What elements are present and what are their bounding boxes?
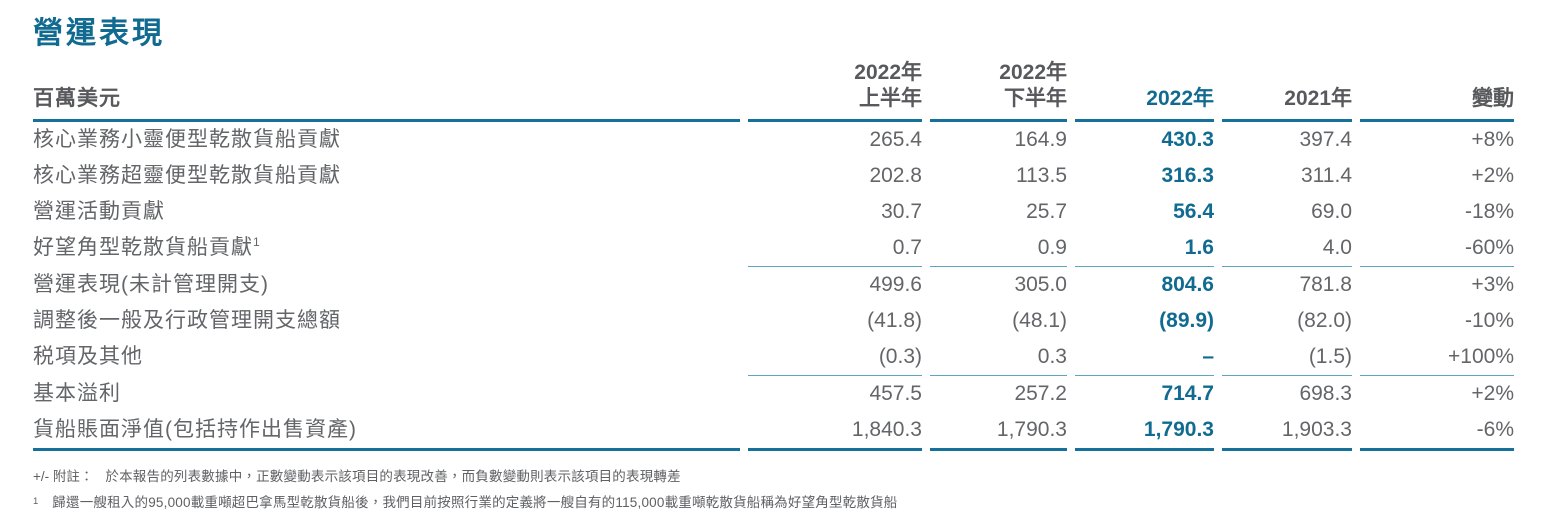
row-label-text: 好望角型乾散貨船貢獻 [33, 236, 253, 259]
cell-change: +100% [1448, 345, 1514, 368]
column-header-2022-h2: 2022年 下半年 [930, 60, 1067, 122]
cell-2021: 311.4 [1301, 164, 1352, 187]
footnote-capesize-definition: 1 歸還一艘租入的95,000載重噸超巴拿馬型乾散貨船後，我們目前按照行業的定義… [33, 490, 1522, 512]
cell-2022: – [1202, 345, 1214, 368]
cell-change: -18% [1464, 200, 1514, 223]
cell-2022: 1.6 [1184, 236, 1214, 259]
footnote-text: 歸還一艘租入的95,000載重噸超巴拿馬型乾散貨船後，我們目前按照行業的定義將一… [52, 495, 898, 510]
cell-2022-h2: 257.2 [930, 375, 1067, 412]
row-label: 基本溢利 [33, 381, 121, 405]
cell-2022-h1: 30.7 [881, 200, 922, 223]
table-row-subtotal: 營運表現(未計管理開支) 499.6 305.0 804.6 781.8 +3% [33, 266, 1514, 303]
column-header-line2: 下半年 [1004, 87, 1067, 110]
footnote-marker: 1 [33, 496, 39, 507]
column-header-2022-h1: 2022年 上半年 [748, 60, 922, 122]
operating-performance-table: 百萬美元 2022年 上半年 2022年 下半年 2022年 2021年 變動 … [25, 60, 1522, 451]
cell-2022-h2: (48.1) [1012, 309, 1067, 332]
cell-2022: 430.3 [1161, 128, 1214, 151]
table-row: 營運活動貢獻 30.7 25.7 56.4 69.0 -18% [33, 194, 1514, 230]
table-row: 核心業務超靈便型乾散貨船貢獻 202.8 113.5 316.3 311.4 +… [33, 158, 1514, 194]
column-header-line1: 2022年 [854, 61, 922, 84]
cell-2022: 804.6 [1075, 266, 1214, 303]
cell-2021: 781.8 [1222, 266, 1352, 303]
cell-change: +2% [1471, 164, 1514, 187]
cell-2021: (1.5) [1308, 345, 1352, 368]
table-header: 百萬美元 2022年 上半年 2022年 下半年 2022年 2021年 變動 [33, 60, 1514, 122]
table-row-total: 基本溢利 457.5 257.2 714.7 698.3 +2% [33, 375, 1514, 412]
cell-2022-h1: (41.8) [867, 309, 922, 332]
column-header-2021: 2021年 [1222, 60, 1352, 122]
cell-change: +3% [1360, 266, 1514, 303]
footnote-text: 於本報告的列表數據中，正數變動表示該項目的表現改善，而負數變動則表示該項目的表現… [105, 469, 681, 484]
footnote-change-note: +/- 附註： 於本報告的列表數據中，正數變動表示該項目的表現改善，而負數變動則… [33, 464, 1522, 490]
cell-change: -60% [1464, 236, 1514, 259]
cell-2022-h1: 202.8 [869, 164, 922, 187]
cell-2021: 69.0 [1311, 200, 1352, 223]
column-header-2022-full-year: 2022年 [1075, 60, 1214, 122]
column-header-change: 變動 [1360, 60, 1514, 122]
row-label: 貨船賬面淨值(包括持作出售資產) [33, 412, 740, 451]
cell-2022: 316.3 [1161, 164, 1214, 187]
page-title: 營運表現 [33, 17, 165, 50]
cell-2021: 4.0 [1322, 236, 1352, 259]
cell-2021: (82.0) [1297, 309, 1352, 332]
row-label: 營運表現(未計管理開支) [33, 272, 269, 296]
cell-2021: 397.4 [1299, 128, 1352, 151]
footnote-marker: +/- 附註： [33, 469, 94, 484]
table-row: 調整後一般及行政管理開支總額 (41.8) (48.1) (89.9) (82.… [33, 303, 1514, 339]
footnotes: +/- 附註： 於本報告的列表數據中，正數變動表示該項目的表現改善，而負數變動則… [33, 464, 1522, 512]
cell-2022-h1: (0.3) [878, 345, 922, 368]
cell-2022-h1: 0.7 [892, 236, 922, 259]
cell-2022-h2: 113.5 [1016, 164, 1067, 187]
cell-2022-h1: 499.6 [748, 266, 922, 303]
cell-2022: 1,790.3 [1075, 412, 1214, 451]
footnote-ref-1: 1 [253, 235, 261, 249]
row-label: 核心業務小靈便型乾散貨船貢獻 [33, 128, 341, 151]
row-label: 核心業務超靈便型乾散貨船貢獻 [33, 164, 341, 187]
cell-change: +2% [1360, 375, 1514, 412]
cell-2022-h1: 457.5 [748, 375, 922, 412]
table-body: 核心業務小靈便型乾散貨船貢獻 265.4 164.9 430.3 397.4 +… [33, 122, 1514, 451]
cell-change: -10% [1464, 309, 1514, 332]
cell-2022-h1: 265.4 [869, 128, 922, 151]
row-label: 好望角型乾散貨船貢獻1 [33, 230, 740, 266]
cell-2022-h2: 25.7 [1026, 200, 1067, 223]
unit-label: 百萬美元 [33, 60, 740, 122]
cell-change: +8% [1471, 128, 1514, 151]
table-row: 核心業務小靈便型乾散貨船貢獻 265.4 164.9 430.3 397.4 +… [33, 122, 1514, 158]
table-row: 好望角型乾散貨船貢獻1 0.7 0.9 1.6 4.0 -60% [33, 230, 1514, 266]
row-label: 調整後一般及行政管理開支總額 [33, 309, 341, 332]
cell-2022: (89.9) [1159, 309, 1214, 332]
cell-2022-h2: 0.9 [1037, 236, 1067, 259]
table-row: 貨船賬面淨值(包括持作出售資產) 1,840.3 1,790.3 1,790.3… [33, 412, 1514, 451]
header-row: 百萬美元 2022年 上半年 2022年 下半年 2022年 2021年 變動 [33, 60, 1514, 122]
cell-2022-h2: 305.0 [930, 266, 1067, 303]
table-row: 税項及其他 (0.3) 0.3 – (1.5) +100% [33, 339, 1514, 375]
row-label: 税項及其他 [33, 345, 143, 368]
cell-2021: 698.3 [1222, 375, 1352, 412]
cell-2022-h2: 0.3 [1037, 345, 1067, 368]
cell-2022-h1: 1,840.3 [748, 412, 922, 451]
column-header-line1: 2022年 [999, 61, 1067, 84]
cell-2022-h2: 1,790.3 [930, 412, 1067, 451]
column-header-line2: 上半年 [859, 87, 922, 110]
row-label: 營運活動貢獻 [33, 200, 165, 223]
cell-2022-h2: 164.9 [1014, 128, 1067, 151]
cell-2021: 1,903.3 [1222, 412, 1352, 451]
cell-change: -6% [1360, 412, 1514, 451]
cell-2022: 56.4 [1173, 200, 1214, 223]
cell-2022: 714.7 [1075, 375, 1214, 412]
